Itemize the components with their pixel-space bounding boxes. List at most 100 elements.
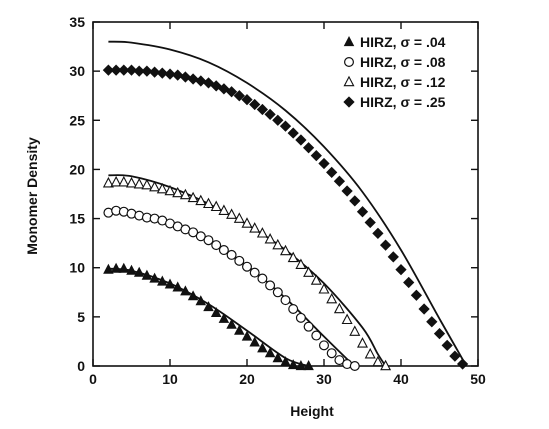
data-point bbox=[202, 77, 215, 89]
theory-curves bbox=[108, 40, 468, 367]
data-point bbox=[179, 188, 191, 200]
data-point bbox=[203, 301, 214, 312]
x-tick-label: 40 bbox=[393, 371, 409, 387]
data-point bbox=[287, 359, 299, 370]
data-point bbox=[303, 321, 314, 332]
series-3 bbox=[102, 175, 392, 371]
data-point bbox=[195, 194, 207, 206]
data-point bbox=[410, 289, 423, 301]
legend-marker bbox=[343, 36, 355, 47]
x-axis-label: Height bbox=[290, 403, 334, 419]
data-points bbox=[102, 64, 469, 372]
data-point bbox=[157, 275, 168, 286]
data-point bbox=[141, 65, 153, 77]
data-point bbox=[303, 266, 315, 277]
data-point bbox=[164, 68, 176, 80]
series-1 bbox=[103, 262, 314, 371]
y-tick-label: 0 bbox=[77, 358, 85, 374]
data-point bbox=[456, 358, 469, 370]
data-point bbox=[118, 175, 130, 187]
data-point bbox=[256, 227, 268, 238]
data-point bbox=[148, 66, 161, 78]
data-point bbox=[356, 337, 369, 348]
data-point bbox=[326, 166, 338, 179]
data-point bbox=[187, 191, 199, 203]
data-point bbox=[233, 90, 245, 102]
legend: HIRZ, σ = .04 HIRZ, σ = .08 HIRZ, σ = .12 H… bbox=[343, 34, 446, 110]
data-point bbox=[179, 71, 192, 83]
data-point bbox=[272, 352, 284, 363]
data-point bbox=[210, 200, 222, 212]
data-point bbox=[103, 263, 114, 274]
data-point bbox=[310, 150, 322, 162]
data-point bbox=[364, 216, 376, 229]
legend-label: HIRZ, σ = .08 bbox=[360, 54, 446, 70]
data-point bbox=[318, 157, 330, 170]
data-point bbox=[249, 267, 260, 278]
data-point bbox=[133, 266, 145, 277]
legend-entry: HIRZ, σ = .04 bbox=[343, 34, 446, 50]
data-point bbox=[156, 182, 168, 194]
x-tick-label: 20 bbox=[239, 371, 255, 387]
data-point bbox=[279, 120, 292, 132]
data-point bbox=[257, 273, 268, 284]
legend-label: HIRZ, σ = .25 bbox=[360, 94, 446, 110]
data-point bbox=[172, 281, 183, 292]
data-point bbox=[241, 94, 253, 106]
data-point bbox=[187, 290, 199, 301]
data-point bbox=[233, 212, 245, 223]
data-point bbox=[349, 325, 361, 336]
data-point bbox=[156, 67, 168, 79]
data-point bbox=[349, 195, 361, 207]
data-point bbox=[110, 175, 122, 187]
data-point bbox=[265, 280, 276, 291]
data-point bbox=[380, 359, 392, 371]
data-point bbox=[356, 206, 369, 218]
data-point bbox=[334, 355, 345, 366]
data-point bbox=[326, 348, 337, 359]
y-tick-label: 15 bbox=[69, 211, 85, 227]
data-point bbox=[433, 327, 446, 340]
data-point bbox=[225, 86, 238, 98]
data-point bbox=[264, 233, 276, 244]
data-point bbox=[180, 285, 191, 296]
data-point bbox=[203, 235, 214, 246]
data-point bbox=[295, 134, 307, 146]
data-point bbox=[226, 318, 237, 329]
data-point bbox=[364, 347, 376, 359]
data-point bbox=[195, 231, 206, 242]
data-point bbox=[249, 222, 261, 233]
data-point bbox=[211, 240, 222, 251]
x-tick-label: 0 bbox=[89, 371, 97, 387]
data-point bbox=[187, 73, 199, 85]
data-point bbox=[311, 330, 322, 341]
data-point bbox=[403, 276, 415, 289]
data-point bbox=[226, 249, 237, 260]
y-tick-label: 30 bbox=[69, 63, 85, 79]
data-point bbox=[264, 347, 276, 358]
data-point bbox=[256, 103, 269, 116]
theory-curve bbox=[108, 267, 309, 367]
theory-curve bbox=[108, 40, 468, 367]
data-point bbox=[295, 312, 306, 323]
x-tick-label: 10 bbox=[162, 371, 178, 387]
legend-marker bbox=[344, 56, 355, 67]
data-point bbox=[441, 339, 453, 351]
legend-entry: HIRZ, σ = .25 bbox=[343, 94, 446, 110]
data-point bbox=[249, 336, 260, 347]
data-point bbox=[372, 227, 384, 239]
data-point bbox=[379, 239, 392, 251]
y-tick-label: 10 bbox=[69, 260, 85, 276]
data-point bbox=[218, 204, 230, 215]
data-point bbox=[287, 127, 299, 139]
x-tick-label: 30 bbox=[316, 371, 332, 387]
legend-label: HIRZ, σ = .12 bbox=[360, 74, 446, 90]
y-tick-label: 5 bbox=[77, 309, 85, 325]
data-point bbox=[172, 69, 184, 81]
data-point bbox=[102, 64, 115, 76]
y-tick-label: 35 bbox=[69, 14, 85, 30]
data-point bbox=[125, 64, 138, 76]
legend-marker bbox=[343, 96, 355, 108]
data-point bbox=[319, 340, 330, 351]
data-point bbox=[426, 316, 438, 328]
